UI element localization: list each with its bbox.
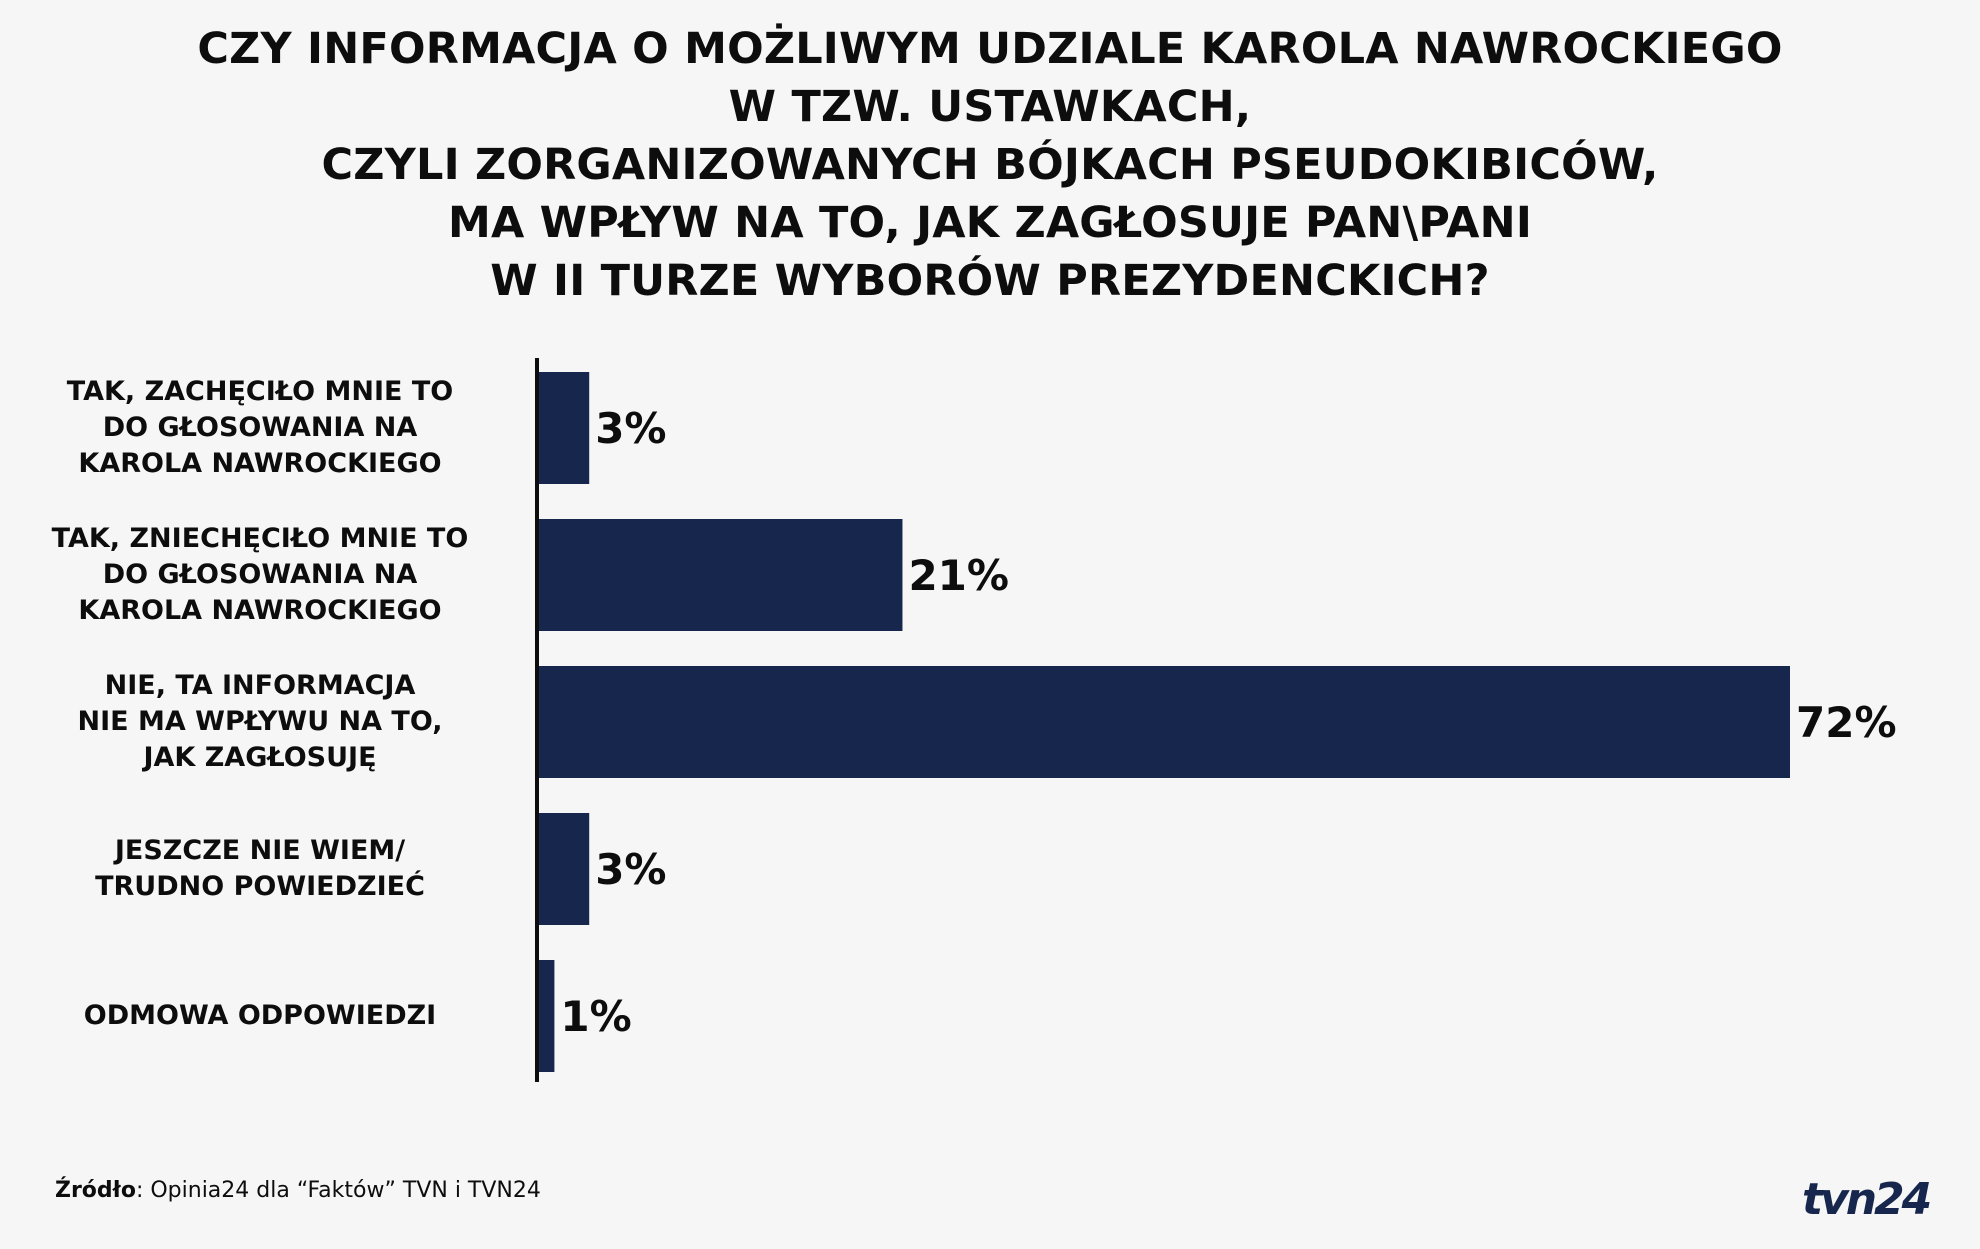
source-label: Źródło (55, 1178, 136, 1203)
category-label-line: NIE, TA INFORMACJA (104, 670, 416, 701)
category-label: NIE, TA INFORMACJA NIE MA WPŁYWU NA TO, JA… (30, 668, 490, 776)
category-label: TAK, ZNIECHĘCIŁO MNIE TO DO GŁOSOWANIA NA… (30, 521, 490, 629)
title-line: CZYLI ZORGANIZOWANYCH BÓJKACH PSEUDOKIBI… (321, 140, 1659, 190)
chart-title: CZY INFORMACJA O MOŻLIWYM UDZIALE KAROLA… (40, 20, 1940, 310)
value-label: 21% (908, 551, 1009, 600)
source-note: Źródło: Opinia24 dla “Faktów” TVN i TVN2… (55, 1178, 541, 1203)
value-label: 1% (560, 992, 631, 1041)
tvn24-logo-text: tvn24 (1802, 1174, 1930, 1225)
category-label-line: JESZCZE NIE WIEM/ (114, 835, 406, 866)
category-label-line: KAROLA NAWROCKIEGO (78, 448, 442, 479)
bar (537, 813, 590, 925)
title-line: W TZW. USTAWKACH, (728, 82, 1252, 132)
value-label: 72% (1796, 698, 1897, 747)
category-label: ODMOWA ODPOWIEDZI (30, 998, 490, 1034)
value-labels: 3% 21% 72% 3% 1% (560, 404, 1896, 1041)
title-line: MA WPŁYW NA TO, JAK ZAGŁOSUJE PAN\PANI (447, 198, 1533, 248)
source-text: : Opinia24 dla “Faktów” TVN i TVN24 (135, 1178, 541, 1203)
category-label-line: TAK, ZNIECHĘCIŁO MNIE TO (51, 523, 469, 554)
title-line: W II TURZE WYBORÓW PREZYDENCKICH? (490, 256, 1490, 306)
category-label-line: JAK ZAGŁOSUJĘ (143, 742, 377, 773)
category-label-line: DO GŁOSOWANIA NA (102, 412, 418, 443)
category-label-line: DO GŁOSOWANIA NA (102, 559, 418, 590)
category-label-line: NIE MA WPŁYWU NA TO, (77, 706, 443, 737)
title-line: CZY INFORMACJA O MOŻLIWYM UDZIALE KAROLA… (197, 24, 1783, 74)
category-label-line: ODMOWA ODPOWIEDZI (83, 1000, 437, 1031)
bars (537, 372, 1790, 1072)
category-label: JESZCZE NIE WIEM/TRUDNO POWIEDZIEĆ (30, 833, 490, 905)
tvn24-logo: tvn24 (1802, 1174, 1933, 1225)
category-label-line: TRUDNO POWIEDZIEĆ (95, 871, 425, 902)
category-label: TAK, ZACHĘCIŁO MNIE TO DO GŁOSOWANIA NA KA… (30, 374, 490, 482)
category-label-line: TAK, ZACHĘCIŁO MNIE TO (66, 376, 454, 407)
bar (537, 519, 903, 631)
value-label: 3% (595, 404, 666, 453)
bar (537, 372, 590, 484)
category-label-line: KAROLA NAWROCKIEGO (78, 595, 442, 626)
value-label: 3% (595, 845, 666, 894)
bar (537, 960, 555, 1072)
bar (537, 666, 1790, 778)
